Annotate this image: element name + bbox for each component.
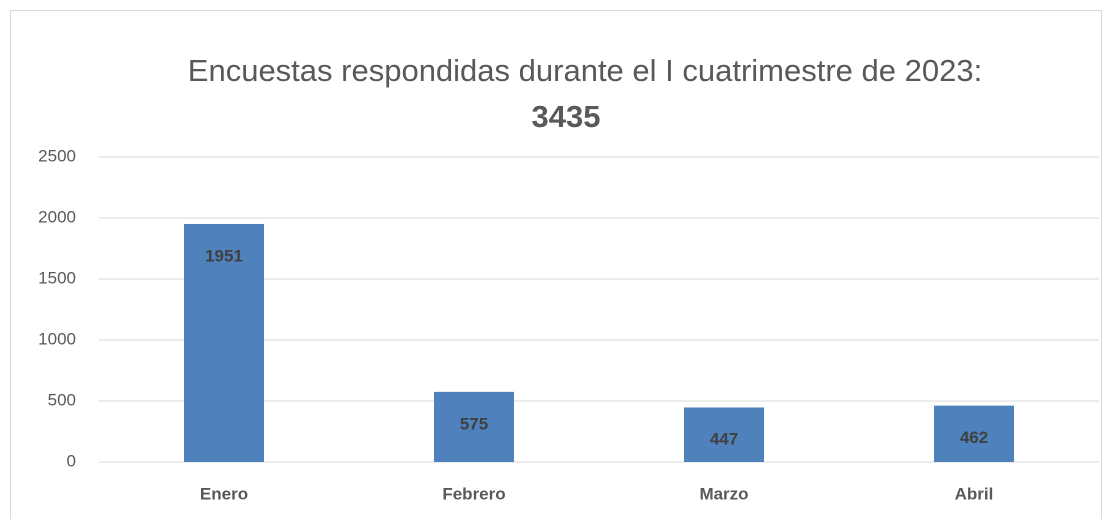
x-tick-label: Marzo — [699, 484, 748, 503]
bar — [434, 391, 514, 462]
y-tick-label: 1500 — [38, 268, 76, 287]
chart-title: Encuestas respondidas durante el I cuatr… — [188, 53, 982, 88]
bar — [684, 407, 764, 462]
y-tick-label: 500 — [48, 390, 76, 409]
data-label: 447 — [710, 429, 738, 448]
data-label: 462 — [960, 428, 988, 447]
x-tick-label: Abril — [955, 484, 994, 503]
y-tick-label: 0 — [67, 451, 76, 470]
bar — [184, 223, 264, 462]
y-tick-label: 2500 — [38, 146, 76, 165]
data-label: 575 — [460, 414, 488, 433]
data-label: 1951 — [205, 246, 243, 265]
x-tick-label: Febrero — [442, 484, 505, 503]
bar — [934, 405, 1014, 462]
y-tick-label: 1000 — [38, 329, 76, 348]
x-tick-label: Enero — [200, 484, 248, 503]
chart-subtitle: 3435 — [532, 99, 601, 134]
y-tick-label: 2000 — [38, 207, 76, 226]
